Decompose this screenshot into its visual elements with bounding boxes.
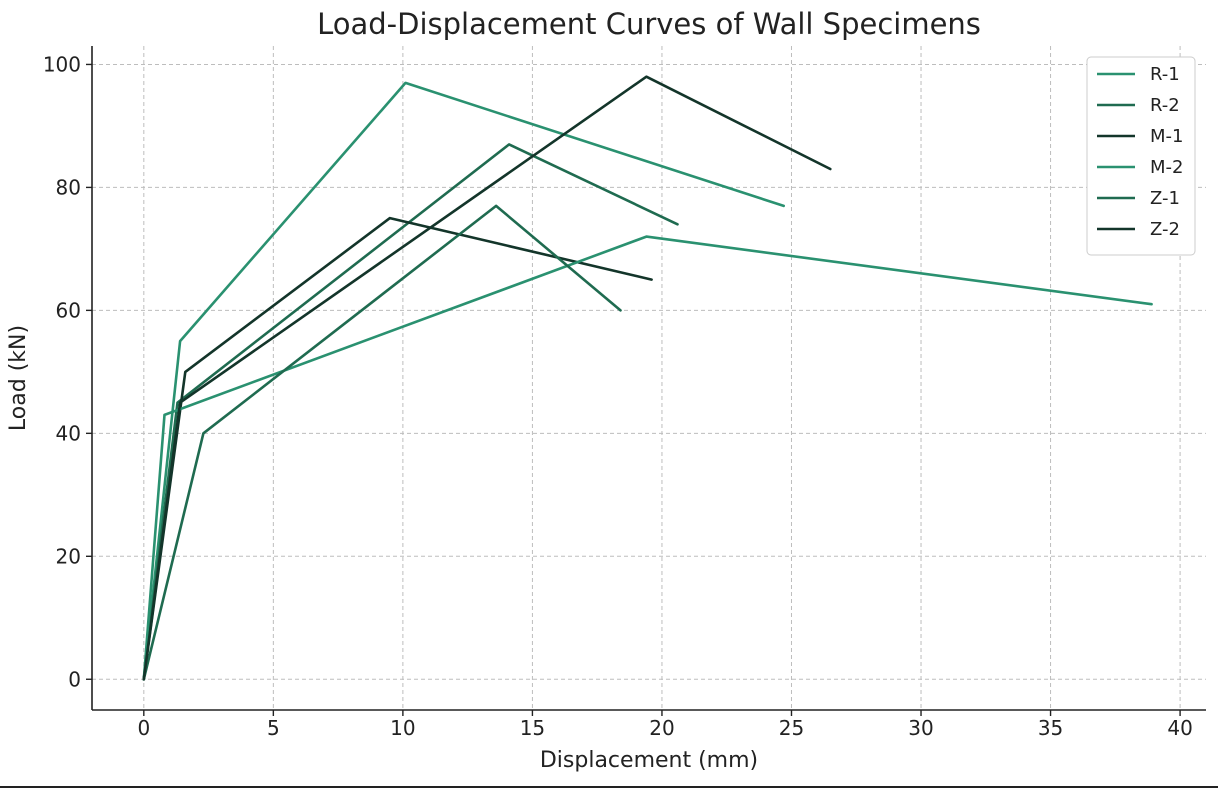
legend-label-Z-2: Z-2 — [1150, 219, 1180, 240]
legend-label-M-2: M-2 — [1150, 157, 1183, 178]
legend-label-R-2: R-2 — [1150, 95, 1180, 116]
series-line-Z-1 — [142, 204, 622, 681]
x-tick-label-3: 15 — [520, 716, 545, 740]
series-line-R-2 — [142, 143, 679, 681]
x-tick-label-7: 35 — [1038, 716, 1063, 740]
y-tick-label-0: 0 — [68, 667, 81, 691]
series-line-M-1 — [142, 216, 653, 681]
x-tick-label-1: 5 — [267, 716, 280, 740]
y-tick-label-4: 80 — [56, 175, 81, 199]
legend-label-R-1: R-1 — [1150, 64, 1180, 85]
legend-label-Z-1: Z-1 — [1150, 188, 1180, 209]
series-line-Z-2 — [142, 75, 832, 681]
x-tick-label-8: 40 — [1167, 716, 1192, 740]
legend-label-M-1: M-1 — [1150, 126, 1183, 147]
x-tick-label-4: 20 — [649, 716, 674, 740]
x-tick-label-0: 0 — [137, 716, 150, 740]
legend: R-1 R-2 M-1 M-2 Z-1 Z-2 — [1086, 56, 1196, 256]
series-line-M-2 — [142, 235, 1153, 681]
y-tick-label-1: 20 — [56, 544, 81, 568]
x-tick-label-2: 10 — [390, 716, 415, 740]
chart-title: Load-Displacement Curves of Wall Specime… — [317, 7, 981, 41]
y-tick-label-3: 60 — [56, 298, 81, 322]
x-axis-label: Displacement (mm) — [540, 748, 758, 773]
y-tick-label-2: 40 — [56, 421, 81, 445]
legend-box — [1086, 56, 1196, 256]
y-tick-label-5: 100 — [43, 52, 81, 76]
bottom-divider — [0, 786, 1218, 788]
series-lines — [142, 75, 1153, 681]
x-tick-label-5: 25 — [779, 716, 804, 740]
grid — [92, 46, 1206, 710]
axes: 0 5 10 15 20 25 30 35 40 0 20 40 60 80 100 — [43, 46, 1206, 740]
y-axis-label: Load (kN) — [6, 325, 31, 431]
series-line-R-1 — [142, 81, 786, 681]
x-tick-label-6: 30 — [908, 716, 933, 740]
